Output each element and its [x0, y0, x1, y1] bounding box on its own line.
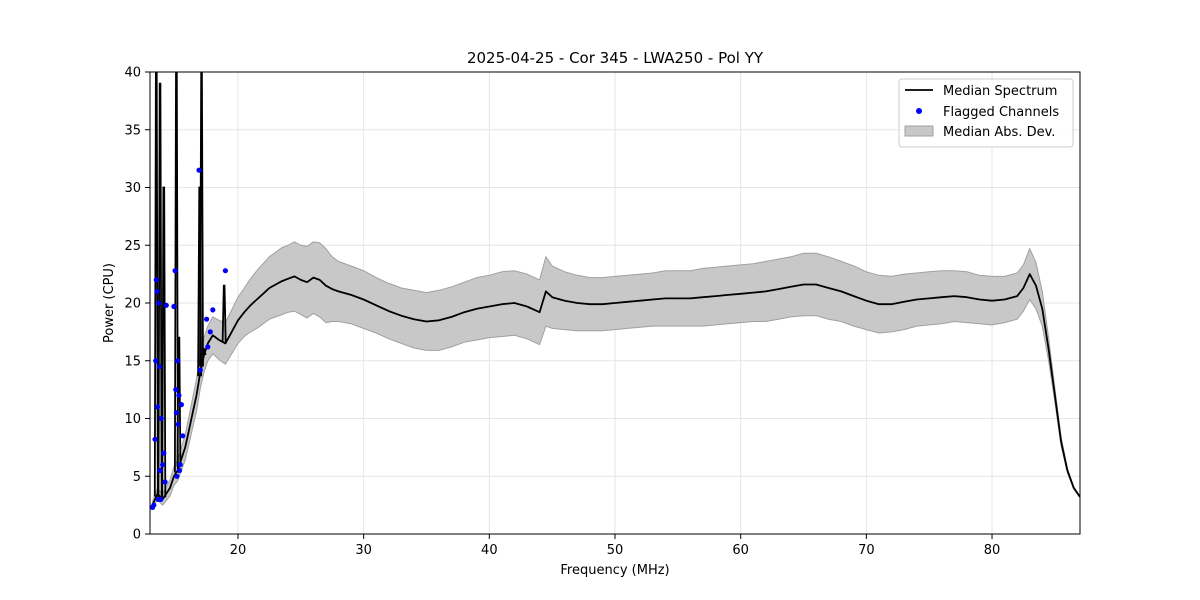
- flagged-channel-point: [152, 436, 158, 442]
- x-axis-ticks: 20 30 40 50 60 70 80: [230, 534, 1001, 558]
- flagged-channel-point: [222, 268, 228, 274]
- y-tick-label: 40: [124, 66, 141, 81]
- x-tick-label: 50: [607, 543, 624, 558]
- flagged-channel-point: [153, 277, 159, 283]
- flagged-channel-point: [177, 462, 183, 468]
- flagged-channel-point: [160, 462, 166, 468]
- flagged-channel-point: [175, 421, 181, 427]
- x-tick-label: 30: [355, 543, 372, 558]
- chart-title: 2025-04-25 - Cor 345 - LWA250 - Pol YY: [467, 49, 764, 67]
- y-tick-label: 35: [124, 123, 141, 138]
- flagged-channels-layer: [150, 167, 228, 510]
- flagged-channel-point: [197, 367, 203, 373]
- flagged-channel-point: [173, 387, 179, 393]
- flagged-channel-point: [205, 344, 211, 350]
- flagged-channel-point: [196, 167, 202, 173]
- x-tick-label: 70: [858, 543, 875, 558]
- legend-median-label: Median Spectrum: [943, 84, 1057, 99]
- flagged-channel-point: [180, 433, 186, 439]
- flagged-channel-point: [161, 450, 167, 456]
- flagged-channel-point: [151, 502, 157, 508]
- flagged-channel-point: [163, 302, 169, 308]
- y-tick-label: 0: [133, 528, 141, 543]
- y-axis-label: Power (CPU): [102, 263, 117, 343]
- x-tick-label: 20: [230, 543, 247, 558]
- y-tick-label: 25: [124, 239, 141, 254]
- x-tick-label: 60: [732, 543, 749, 558]
- legend: Median Spectrum Flagged Channels Median …: [898, 78, 1074, 148]
- rfi-spike: [176, 336, 182, 467]
- flagged-channel-point: [207, 329, 213, 335]
- x-axis-label: Frequency (MHz): [560, 563, 669, 578]
- flagged-channel-point: [204, 316, 210, 322]
- rfi-spike: [161, 186, 167, 498]
- y-axis-ticks: 0 5 10 15 20 25 30 35 40: [124, 66, 150, 543]
- legend-mad-label: Median Abs. Dev.: [943, 125, 1055, 140]
- flagged-channel-point: [158, 415, 164, 422]
- legend-box: [898, 78, 1074, 148]
- flagged-channel-point: [173, 410, 179, 416]
- flagged-channel-point: [162, 479, 168, 485]
- flagged-channel-point: [176, 392, 182, 398]
- y-tick-label: 30: [124, 181, 141, 196]
- legend-flagged-swatch: [916, 108, 922, 114]
- flagged-channel-point: [157, 467, 163, 474]
- flagged-channel-point: [153, 358, 159, 364]
- x-tick-label: 40: [481, 543, 498, 558]
- flagged-channel-point: [156, 363, 162, 370]
- median-spectrum-line: [151, 273, 1080, 506]
- rfi-spike: [221, 284, 227, 343]
- flagged-channel-point: [178, 402, 184, 408]
- flagged-channel-point: [154, 404, 161, 410]
- flagged-channel-point: [174, 473, 180, 479]
- y-tick-label: 15: [124, 354, 141, 369]
- legend-flagged-label: Flagged Channels: [943, 105, 1059, 120]
- median-spectrum-layer: [151, 273, 1080, 506]
- y-tick-label: 20: [124, 297, 141, 312]
- flagged-channel-point: [156, 300, 162, 306]
- flagged-channel-point: [176, 467, 183, 474]
- flagged-channel-point: [172, 268, 178, 274]
- flagged-channel-point: [154, 288, 160, 294]
- legend-mad-swatch: [904, 125, 934, 137]
- y-tick-label: 5: [133, 470, 141, 485]
- flagged-channel-point: [210, 307, 216, 313]
- rfi-spike: [199, 72, 204, 367]
- rfi-spike: [153, 72, 159, 497]
- y-tick-label: 10: [124, 412, 141, 427]
- flagged-channel-point: [158, 496, 164, 502]
- flagged-channel-point: [171, 303, 177, 310]
- x-tick-label: 80: [984, 543, 1001, 558]
- flagged-channel-point: [175, 358, 181, 364]
